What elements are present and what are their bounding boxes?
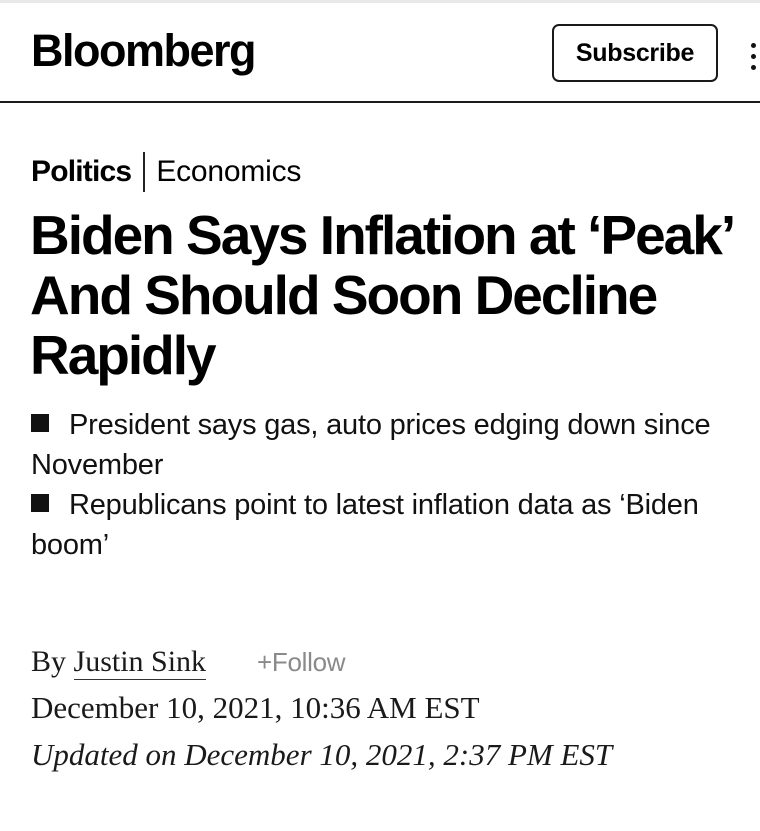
top-rule (0, 0, 760, 3)
summary-text: Republicans point to latest inflation da… (31, 489, 699, 561)
summary-text: President says gas, auto prices edging d… (31, 409, 711, 481)
breadcrumb-economics[interactable]: Economics (156, 155, 302, 188)
vertical-dots-icon[interactable] (751, 43, 760, 73)
square-bullet-icon (31, 494, 49, 512)
square-bullet-icon (31, 414, 49, 432)
byline: By Justin Sink (31, 640, 207, 684)
follow-button[interactable]: +Follow (257, 647, 346, 677)
menu-dot (751, 43, 756, 48)
published-timestamp: December 10, 2021, 10:36 AM EST (31, 690, 480, 725)
summary-item: Republicans point to latest inflation da… (31, 485, 746, 565)
breadcrumb-politics[interactable]: Politics (31, 155, 132, 188)
article-summary: President says gas, auto prices edging d… (31, 405, 746, 565)
article-headline: Biden Says Inflation at ‘Peak’ And Shoul… (30, 204, 733, 386)
breadcrumb: Politics Economics (31, 152, 301, 192)
breadcrumb-divider (143, 152, 146, 192)
byline-prefix: By (31, 645, 67, 678)
site-header: Bloomberg Subscribe (0, 3, 760, 103)
author-link[interactable]: Justin Sink (73, 645, 207, 680)
updated-timestamp: Updated on December 10, 2021, 2:37 PM ES… (31, 737, 613, 772)
summary-item: President says gas, auto prices edging d… (31, 405, 746, 485)
menu-dot (751, 65, 756, 70)
subscribe-button[interactable]: Subscribe (552, 24, 718, 82)
menu-dot (751, 54, 756, 59)
bloomberg-logo[interactable]: Bloomberg (31, 25, 257, 76)
